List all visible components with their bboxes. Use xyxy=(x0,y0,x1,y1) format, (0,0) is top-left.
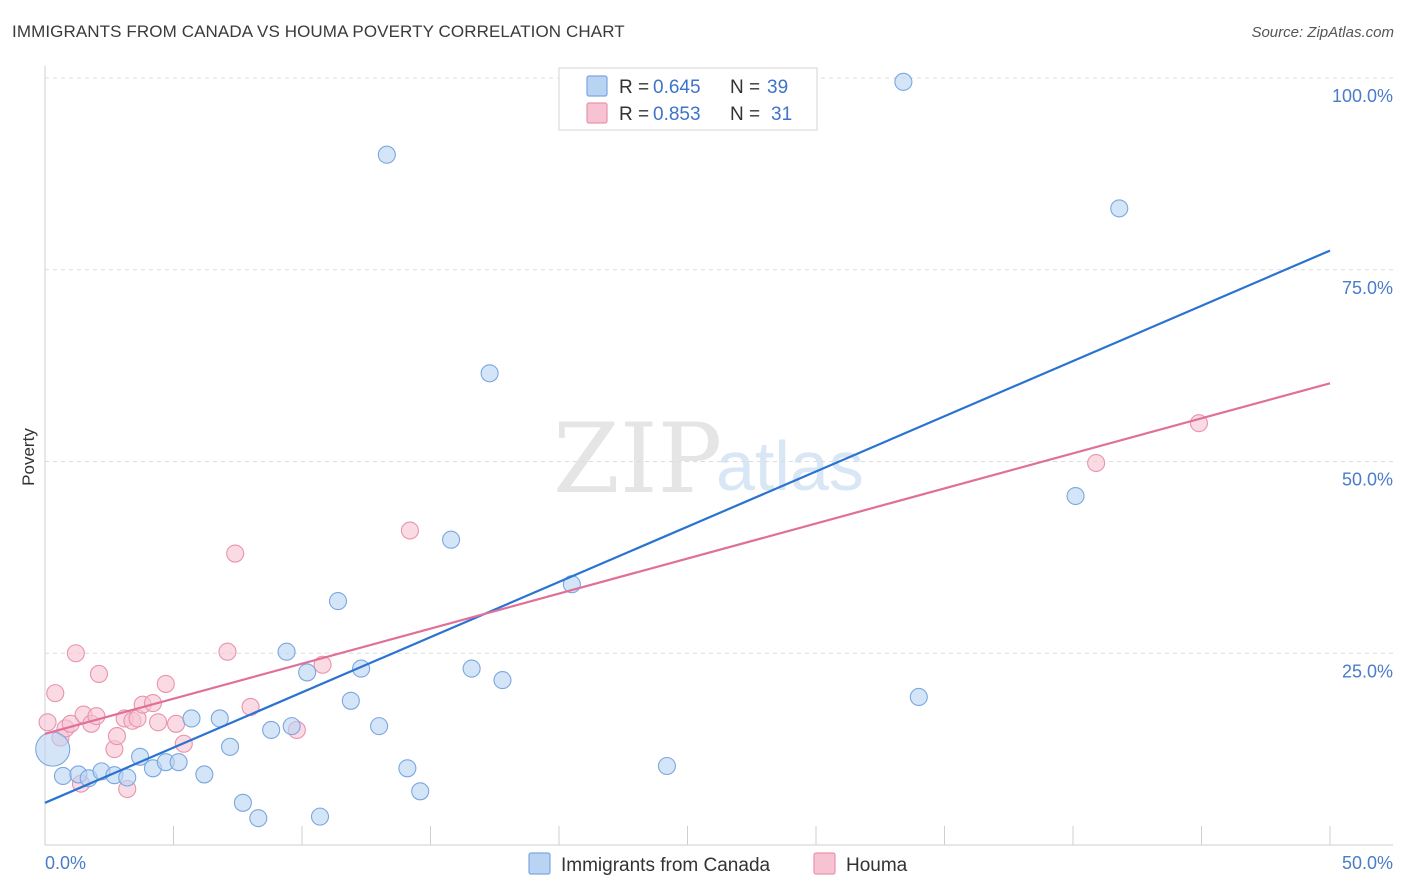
canada-point xyxy=(233,793,252,812)
canada-point xyxy=(310,807,330,826)
canada-point xyxy=(169,753,188,772)
houma-point xyxy=(149,713,168,732)
houma-trend-line xyxy=(44,382,1331,735)
canada-point xyxy=(277,642,296,661)
x-tick-label-max: 50.0% xyxy=(1342,853,1393,873)
canada-point xyxy=(341,691,360,710)
series-legend: Immigrants from Canada Houma xyxy=(528,852,908,876)
canada-point xyxy=(894,72,913,91)
houma-point xyxy=(313,655,332,674)
canada-point xyxy=(282,717,301,736)
y-tick-label: 100.0% xyxy=(1332,86,1393,106)
legend-swatch-houma xyxy=(586,102,608,124)
canada-point xyxy=(657,756,676,776)
canada-trend-line xyxy=(44,249,1331,804)
legend-r-value-houma: 0.853 xyxy=(653,104,701,125)
canada-point xyxy=(249,809,268,828)
series-legend-label-houma: Houma xyxy=(846,855,908,876)
series-legend-label-canada: Immigrants from Canada xyxy=(561,855,771,876)
y-tick-label: 25.0% xyxy=(1342,661,1393,681)
canada-point xyxy=(462,659,481,678)
canada-point xyxy=(493,671,512,690)
legend-r-label-canada: R = xyxy=(619,77,649,98)
legend-swatch-canada xyxy=(586,75,608,97)
houma-point xyxy=(107,727,127,746)
houma-point xyxy=(218,642,237,661)
canada-point xyxy=(480,364,499,383)
watermark-zip: ZIP xyxy=(553,403,722,515)
trend-lines xyxy=(44,249,1331,804)
legend-r-value-canada: 0.645 xyxy=(653,77,701,98)
canada-point xyxy=(909,687,928,707)
source-label: Source: ZipAtlas.com xyxy=(1251,24,1394,41)
canada-point xyxy=(195,765,214,784)
x-tick-labels: 0.0% 50.0% xyxy=(45,853,1393,873)
canada-point xyxy=(442,530,461,549)
canada-point xyxy=(35,731,71,767)
canada-point xyxy=(1110,199,1129,218)
houma-points xyxy=(38,414,1208,799)
canada-point xyxy=(1066,486,1085,506)
y-tick-label: 50.0% xyxy=(1342,470,1393,490)
series-legend-swatch-canada xyxy=(528,852,551,875)
canada-point xyxy=(328,592,348,611)
legend-n-label-canada: N = xyxy=(730,77,760,98)
canada-point xyxy=(220,737,240,756)
canada-point xyxy=(262,720,281,740)
canada-point xyxy=(53,766,73,786)
legend-n-label-houma: N = xyxy=(730,104,760,125)
x-tick-label-min: 0.0% xyxy=(45,853,86,873)
houma-point xyxy=(89,664,109,684)
grid-lines xyxy=(45,77,1393,654)
legend-n-value-houma: 31 xyxy=(771,104,792,125)
axes xyxy=(44,66,1393,846)
canada-point xyxy=(182,709,201,728)
houma-point xyxy=(1087,453,1106,473)
canada-point xyxy=(411,782,430,801)
houma-point xyxy=(226,544,245,563)
houma-point xyxy=(46,684,65,703)
legend-n-value-canada: 39 xyxy=(767,77,788,98)
canada-point xyxy=(370,717,389,736)
series-legend-swatch-houma xyxy=(813,852,836,875)
y-tick-labels: 25.0% 50.0% 75.0% 100.0% xyxy=(1332,86,1393,681)
correlation-legend: R = 0.645 N = 39 R = 0.853 N = 31 xyxy=(558,67,818,131)
y-axis-label: Poverty xyxy=(19,428,38,486)
houma-point xyxy=(167,714,186,733)
y-tick-label: 75.0% xyxy=(1342,278,1393,298)
canada-point xyxy=(298,663,317,682)
houma-point xyxy=(156,674,175,693)
canada-point xyxy=(118,768,137,787)
houma-point xyxy=(38,713,57,732)
watermark-atlas: atlas xyxy=(716,427,864,505)
chart-title: IMMIGRANTS FROM CANADA VS HOUMA POVERTY … xyxy=(12,22,625,41)
canada-point xyxy=(398,759,417,778)
houma-point xyxy=(400,521,419,540)
houma-point xyxy=(66,644,85,663)
canada-point xyxy=(377,145,396,164)
legend-r-label-houma: R = xyxy=(619,104,649,125)
